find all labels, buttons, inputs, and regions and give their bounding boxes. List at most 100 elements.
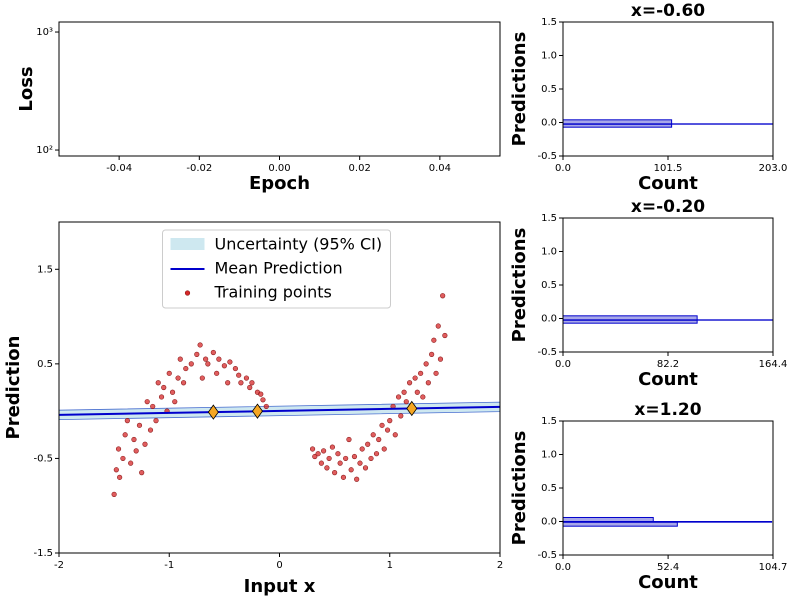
training-point: [433, 370, 439, 376]
training-point: [247, 384, 253, 391]
x-tick-label: -0.04: [106, 163, 132, 174]
x-tick-label: 203.0: [759, 163, 788, 174]
y-tick-label: 10²: [36, 145, 53, 156]
training-point: [354, 476, 360, 482]
training-point: [139, 470, 145, 476]
training-point: [379, 422, 385, 428]
training-point: [346, 436, 352, 443]
training-point: [153, 418, 159, 424]
training-point: [315, 451, 321, 457]
training-point: [249, 380, 255, 386]
x-tick-label: 82.2: [657, 359, 679, 370]
panel-title: x=-0.20: [631, 197, 705, 217]
training-point: [169, 389, 176, 395]
x-tick-label: 0.00: [268, 163, 290, 174]
legend-box: [162, 229, 391, 309]
training-point: [414, 389, 420, 395]
training-point: [368, 455, 374, 462]
x-tick-label: 0.02: [349, 163, 371, 174]
training-point: [384, 427, 391, 433]
training-point: [227, 359, 233, 365]
training-point: [144, 399, 150, 405]
training-point: [312, 453, 318, 460]
training-point: [172, 399, 178, 405]
legend-swatch: [170, 238, 205, 250]
training-point: [318, 460, 324, 466]
y-tick-label: -0.5: [537, 151, 557, 162]
training-point: [332, 470, 338, 476]
y-tick-label: 0.5: [541, 280, 557, 291]
y-tick-label: 0.5: [541, 84, 557, 95]
training-point: [376, 436, 382, 443]
y-tick-label: 1.5: [541, 17, 557, 28]
y-tick-label: 0.0: [541, 118, 557, 129]
training-point: [324, 465, 330, 471]
training-point: [225, 380, 231, 386]
training-point: [158, 394, 165, 400]
y-tick-label: 0.0: [541, 314, 557, 325]
y-tick-label: -1.5: [33, 548, 53, 559]
training-point: [335, 451, 341, 457]
x-tick-label: 1: [387, 560, 393, 571]
x-axis-label: Count: [638, 369, 698, 390]
training-point: [435, 323, 441, 329]
x-tick-label: 0.0: [555, 163, 571, 174]
training-point: [326, 455, 332, 462]
training-point: [337, 460, 343, 466]
highlight-marker: [251, 403, 263, 419]
training-point: [117, 474, 123, 480]
mean-line: [58, 405, 501, 416]
x-tick-label: -2: [54, 560, 64, 571]
training-point: [431, 337, 437, 343]
training-point: [329, 444, 336, 450]
plot-area: [563, 22, 773, 156]
y-axis-label: Loss: [16, 66, 37, 111]
training-point: [113, 467, 119, 473]
training-point: [412, 375, 418, 381]
plot-area: [563, 421, 773, 555]
panel-title: x=-0.60: [631, 1, 705, 21]
y-tick-label: 1.0: [541, 247, 557, 258]
legend-swatch: [184, 290, 191, 296]
y-tick-label: 1.5: [37, 264, 53, 275]
y-tick-label: 10³: [36, 27, 53, 38]
training-point: [120, 455, 126, 462]
training-point: [203, 356, 209, 362]
training-point: [365, 441, 371, 447]
training-point: [423, 361, 429, 367]
histogram-bar: [562, 119, 673, 125]
legend-label: Uncertainty (95% CI): [215, 235, 383, 254]
highlight-marker: [207, 404, 219, 420]
y-tick-label: -0.5: [537, 550, 557, 561]
y-tick-label: 1.0: [541, 51, 557, 62]
x-tick-label: 2: [497, 560, 503, 571]
training-point: [188, 361, 194, 367]
training-point: [210, 349, 216, 356]
y-tick-label: 1.5: [541, 213, 557, 224]
training-point: [147, 427, 154, 433]
training-point: [194, 351, 200, 358]
training-point: [122, 432, 128, 438]
legend-label: Mean Prediction: [215, 259, 343, 278]
training-point: [309, 446, 316, 452]
training-point: [351, 453, 358, 460]
training-point: [183, 365, 189, 372]
y-tick-label: 0.0: [541, 517, 557, 528]
training-point: [243, 375, 250, 381]
training-point: [260, 397, 266, 403]
x-tick-label: 0.0: [555, 359, 571, 370]
training-point: [398, 413, 404, 419]
training-point: [392, 432, 398, 438]
training-point: [238, 380, 244, 386]
plot-area: [59, 22, 500, 156]
training-point: [166, 370, 172, 376]
training-point: [216, 356, 222, 362]
training-point: [221, 363, 227, 369]
training-point: [373, 451, 380, 457]
y-axis-label: Predictions: [509, 228, 530, 343]
training-point: [236, 372, 242, 378]
y-tick-label: 0.5: [37, 359, 53, 370]
training-point: [359, 446, 365, 452]
histogram-bar: [562, 516, 654, 522]
